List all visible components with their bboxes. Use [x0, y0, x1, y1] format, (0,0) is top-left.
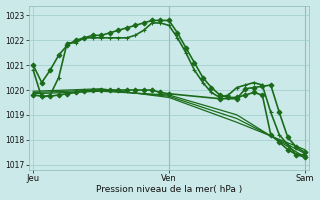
X-axis label: Pression niveau de la mer( hPa ): Pression niveau de la mer( hPa ) — [96, 185, 242, 194]
